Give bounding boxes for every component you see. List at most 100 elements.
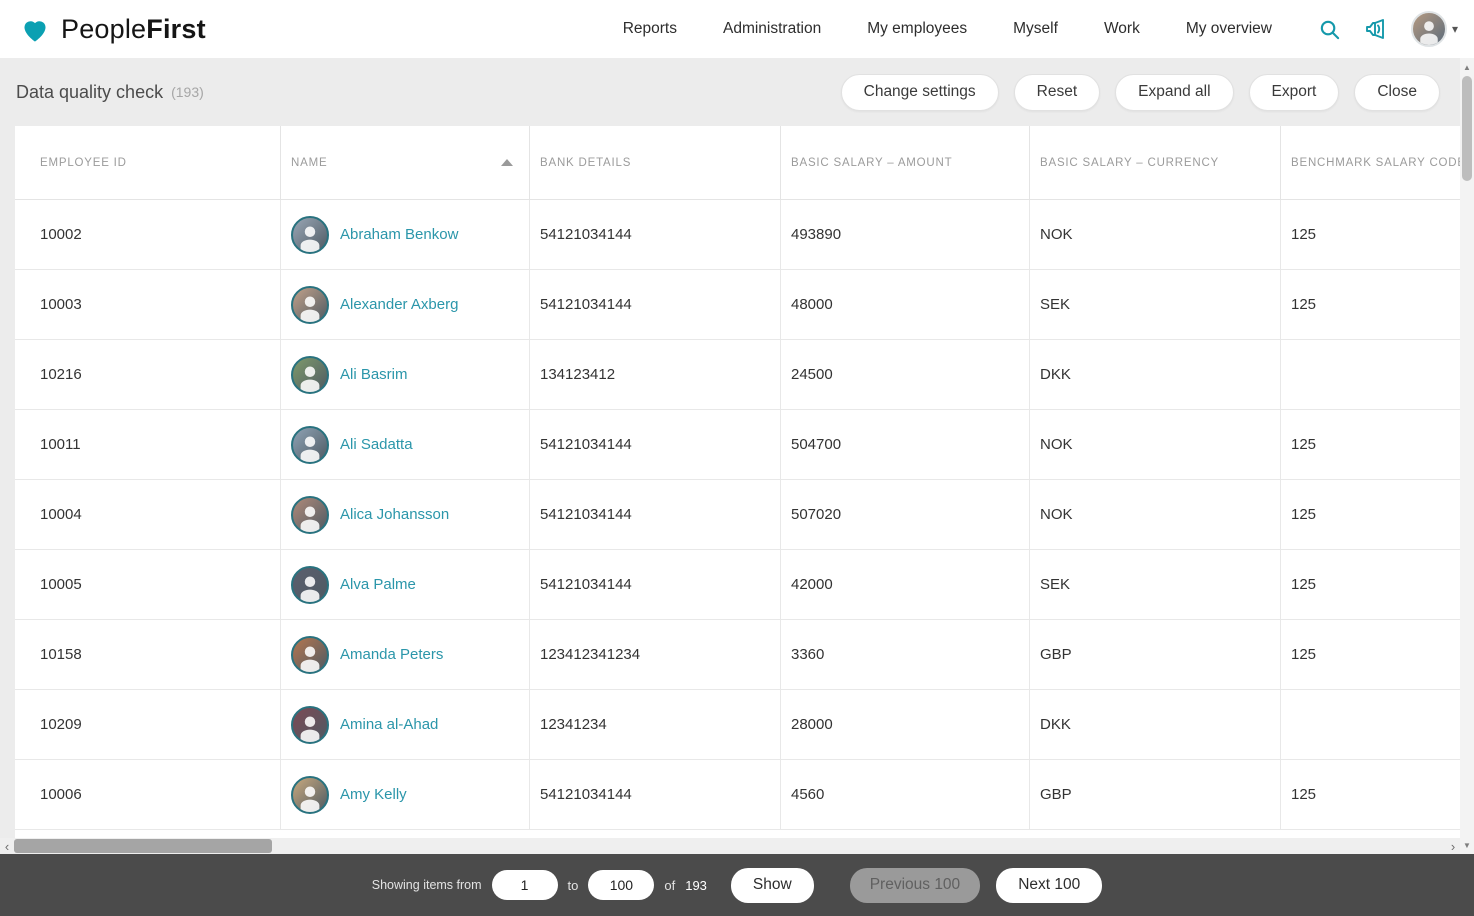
benchmark-code-cell: 125 (1280, 550, 1460, 619)
bank-details-cell: 54121034144 (529, 200, 780, 269)
employee-avatar (291, 425, 329, 464)
next-button[interactable]: Next 100 (996, 867, 1103, 903)
column-header-name[interactable]: NAME (280, 126, 529, 199)
employee-id-cell: 10005 (15, 550, 280, 619)
nav-item-reports[interactable]: Reports (622, 20, 677, 37)
column-header-bank-details[interactable]: BANK DETAILS (529, 126, 780, 199)
column-header-basic-salary-currency[interactable]: BASIC SALARY – CURRENCY (1029, 126, 1280, 199)
bank-details-value: 134123412 (540, 366, 616, 383)
column-header-basic-salary-amount[interactable]: BASIC SALARY – AMOUNT (780, 126, 1029, 199)
name-cell: Ali Basrim (280, 340, 529, 409)
employee-name-link[interactable]: Ali Sadatta (340, 436, 413, 453)
main-nav: Reports Administration My employees Myse… (623, 20, 1272, 38)
table-row: 10005 Alva Palme 54121034144 42000 SEK 1… (15, 550, 1460, 620)
employee-id-cell: 10216 (15, 340, 280, 409)
previous-button[interactable]: Previous 100 (849, 867, 981, 903)
bank-details-value: 54121034144 (540, 506, 632, 523)
table-row: 10003 Alexander Axberg 54121034144 48000… (15, 270, 1460, 340)
scroll-down-icon[interactable]: ▼ (1463, 840, 1471, 850)
employee-avatar (291, 565, 329, 604)
salary-currency-value: NOK (1040, 226, 1073, 243)
bank-details-value: 123412341234 (540, 646, 641, 663)
reset-button[interactable]: Reset (1013, 73, 1101, 111)
name-cell: Ali Sadatta (280, 410, 529, 479)
showing-items-label: Showing items from (371, 878, 482, 892)
brand-name: PeopleFirst (61, 13, 206, 44)
salary-currency-value: DKK (1040, 366, 1071, 383)
employee-name-link[interactable]: Abraham Benkow (340, 226, 459, 243)
horizontal-scrollbar[interactable]: ‹ › (0, 838, 1460, 854)
employee-id-cell: 10003 (15, 270, 280, 339)
employee-name-link[interactable]: Amy Kelly (340, 786, 407, 803)
salary-currency-cell: GBP (1029, 760, 1280, 829)
table-row: 10216 Ali Basrim 134123412 24500 DKK (15, 340, 1460, 410)
horizontal-scrollbar-thumb[interactable] (14, 839, 272, 853)
avatar (1410, 11, 1447, 47)
nav-item-myself[interactable]: Myself (1013, 20, 1058, 37)
column-header-employee-id[interactable]: EMPLOYEE ID (40, 156, 127, 169)
employee-name-link[interactable]: Amina al-Ahad (340, 716, 439, 733)
salary-currency-value: NOK (1040, 436, 1073, 453)
salary-currency-cell: GBP (1029, 620, 1280, 689)
salary-amount-value: 4560 (791, 786, 825, 803)
employee-name-link[interactable]: Amanda Peters (340, 646, 444, 663)
nav-item-work[interactable]: Work (1103, 20, 1140, 37)
nav-item-administration[interactable]: Administration (722, 20, 822, 37)
employee-avatar (291, 215, 329, 254)
employee-name-link[interactable]: Alva Palme (340, 576, 416, 593)
scroll-left-icon[interactable]: ‹ (4, 838, 10, 854)
scroll-up-icon[interactable]: ▲ (1463, 62, 1471, 72)
salary-amount-value: 493890 (791, 226, 842, 243)
page-header: Data quality check (193) Change settings… (0, 58, 1460, 126)
brand-logo[interactable]: PeopleFirst (18, 13, 206, 45)
salary-currency-value: GBP (1040, 786, 1072, 803)
table-row: 10006 Amy Kelly 54121034144 4560 GBP 125 (15, 760, 1460, 830)
change-settings-button[interactable]: Change settings (840, 73, 999, 111)
from-item-input[interactable] (491, 870, 558, 900)
salary-currency-cell: DKK (1029, 690, 1280, 759)
bank-details-value: 54121034144 (540, 576, 632, 593)
profile-menu[interactable]: ▾ (1410, 11, 1458, 47)
vertical-scrollbar[interactable]: ▲ ▼ (1460, 58, 1474, 854)
salary-amount-value: 504700 (791, 436, 842, 453)
column-header-benchmark-salary-code[interactable]: BENCHMARK SALARY CODE (1280, 126, 1460, 199)
vertical-scrollbar-thumb[interactable] (1462, 76, 1472, 181)
close-button[interactable]: Close (1354, 73, 1440, 111)
expand-all-button[interactable]: Expand all (1115, 73, 1234, 111)
scroll-right-icon[interactable]: › (1450, 838, 1456, 854)
employee-avatar (291, 285, 329, 324)
nav-item-my-employees[interactable]: My employees (867, 20, 968, 37)
data-table: EMPLOYEE ID NAME BANK DETAILS BASIC SALA… (15, 126, 1460, 830)
name-cell: Alva Palme (280, 550, 529, 619)
nav-item-my-overview[interactable]: My overview (1185, 20, 1272, 37)
name-cell: Alica Johansson (280, 480, 529, 549)
employee-id-cell: 10158 (15, 620, 280, 689)
salary-amount-cell: 48000 (780, 270, 1029, 339)
export-button[interactable]: Export (1248, 73, 1340, 111)
salary-amount-cell: 42000 (780, 550, 1029, 619)
to-item-input[interactable] (588, 870, 655, 900)
name-cell: Amy Kelly (280, 760, 529, 829)
benchmark-code-value: 125 (1291, 506, 1317, 523)
to-label: to (567, 877, 579, 893)
data-table-panel: EMPLOYEE ID NAME BANK DETAILS BASIC SALA… (15, 126, 1460, 838)
heart-icon (18, 13, 52, 45)
search-icon[interactable] (1318, 18, 1341, 41)
salary-currency-cell: SEK (1029, 550, 1280, 619)
salary-amount-value: 24500 (791, 366, 833, 383)
benchmark-code-value: 125 (1291, 576, 1317, 593)
top-navbar: PeopleFirst Reports Administration My em… (0, 0, 1474, 58)
show-button[interactable]: Show (730, 867, 814, 903)
salary-amount-value: 48000 (791, 296, 833, 313)
employee-name-link[interactable]: Ali Basrim (340, 366, 408, 383)
salary-currency-value: GBP (1040, 646, 1072, 663)
table-row: 10011 Ali Sadatta 54121034144 504700 NOK… (15, 410, 1460, 480)
salary-currency-cell: SEK (1029, 270, 1280, 339)
bank-details-cell: 54121034144 (529, 550, 780, 619)
employee-id-value: 10003 (40, 296, 82, 313)
employee-id-value: 10006 (40, 786, 82, 803)
megaphone-icon[interactable] (1363, 17, 1389, 41)
employee-name-link[interactable]: Alexander Axberg (340, 296, 459, 313)
bank-details-value: 54121034144 (540, 226, 632, 243)
employee-name-link[interactable]: Alica Johansson (340, 506, 450, 523)
